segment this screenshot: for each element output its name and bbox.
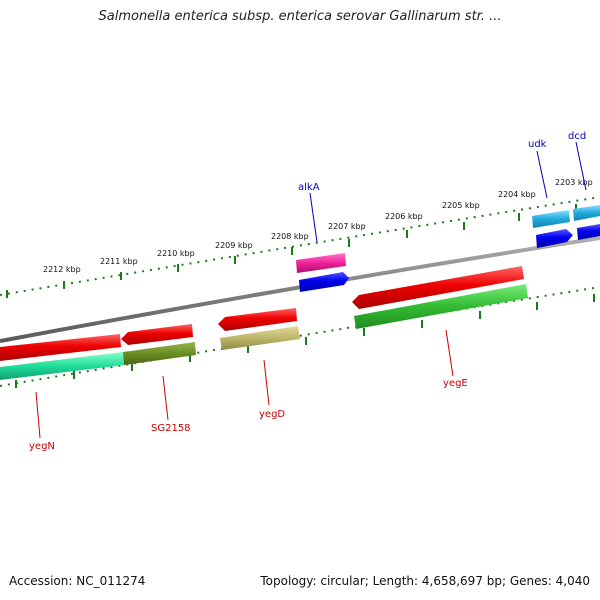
alkA-cds-arrow[interactable] [299,272,349,292]
gene-label-alkA[interactable]: alkA [298,182,320,193]
kbp-label: 2208 kbp [271,232,309,241]
accession-text: Accession: NC_011274 [9,574,146,588]
gene-label-yegD[interactable]: yegD [259,409,285,420]
gene-label-yegN[interactable]: yegN [29,441,55,452]
udk-cds-arrow[interactable] [536,229,573,248]
yegN-cds-arrow[interactable] [0,334,121,361]
inner-major-ticks [15,294,595,388]
dcd-feature-bar[interactable] [573,205,600,221]
gene-leader-lines [35,141,587,439]
alkA-feature-bar[interactable] [296,253,346,273]
yegD-feature-bar[interactable] [220,326,300,350]
kbp-label: 2207 kbp [328,222,366,231]
SG2158-cds-arrow[interactable] [121,324,193,345]
genome-summary-text: Topology: circular; Length: 4,658,697 bp… [260,574,590,588]
kbp-label: 2211 kbp [100,257,138,266]
gene-label-yegE[interactable]: yegE [443,378,468,389]
gene-labels: alkA udk dcd yegN SG2158 yegD yegE [29,131,586,452]
kbp-label: 2206 kbp [385,212,423,221]
reverse-strand-features [0,266,528,380]
yegN-feature-bar[interactable] [0,352,124,380]
SG2158-feature-bar[interactable] [123,342,196,365]
yegE-feature-bar[interactable] [354,284,528,329]
kbp-label: 2209 kbp [215,241,253,250]
udk-feature-bar[interactable] [532,210,570,228]
kbp-label: 2212 kbp [43,265,81,274]
dcd-cds-arrow[interactable] [577,224,600,240]
gene-label-dcd[interactable]: dcd [568,131,586,142]
kbp-label: 2205 kbp [442,201,480,210]
kbp-labels: 2212 kbp 2211 kbp 2210 kbp 2209 kbp 2208… [43,178,593,274]
kbp-label: 2204 kbp [498,190,536,199]
forward-strand-features [296,205,600,292]
yegD-cds-arrow[interactable] [218,308,297,331]
map-title: Salmonella enterica subsp. enterica sero… [98,9,502,24]
gene-label-udk[interactable]: udk [528,139,547,150]
kbp-label: 2210 kbp [157,249,195,258]
inner-tick-ruler [0,286,600,387]
kbp-label: 2203 kbp [555,178,593,187]
gene-label-SG2158[interactable]: SG2158 [151,423,191,434]
yegE-cds-arrow[interactable] [352,266,524,309]
